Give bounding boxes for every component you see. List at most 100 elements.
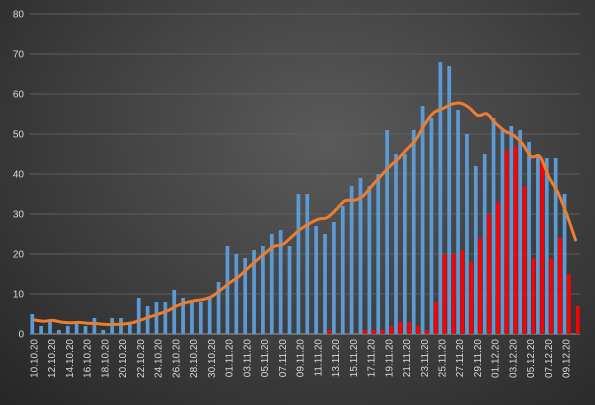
- x-tick-label: 17.11.20: [367, 339, 378, 378]
- x-tick-label: 05.12.20: [526, 339, 537, 378]
- blue-bar: [420, 106, 425, 334]
- blue-bar: [544, 158, 549, 334]
- red-bar: [433, 302, 438, 334]
- blue-bar: [57, 330, 61, 334]
- y-tick-label: 80: [13, 10, 25, 21]
- red-bar: [549, 258, 553, 334]
- blue-bar: [402, 154, 407, 334]
- blue-bar: [429, 118, 434, 334]
- blue-bar: [261, 246, 265, 334]
- blue-bar: [252, 250, 256, 334]
- x-tick-label: 29.11.20: [473, 339, 484, 378]
- blue-bar: [305, 194, 310, 334]
- blue-bar: [39, 326, 44, 334]
- x-tick-label: 03.12.20: [508, 339, 519, 378]
- x-tick-label: 01.11.20: [225, 339, 236, 378]
- blue-bar: [491, 118, 496, 334]
- blue-bar: [500, 130, 505, 334]
- x-tick-label: 15.11.20: [349, 339, 360, 378]
- blue-bar: [136, 298, 141, 334]
- red-bar: [522, 186, 527, 334]
- x-tick-label: 11.11.20: [313, 339, 324, 377]
- trend-line: [32, 101, 578, 326]
- x-tick-label: 12.10.20: [47, 339, 58, 378]
- x-tick-label: 19.11.20: [384, 339, 395, 378]
- y-tick-label: 70: [13, 50, 25, 61]
- x-tick-label: 01.12.20: [491, 339, 502, 378]
- blue-bar: [65, 326, 70, 334]
- blue-bar: [172, 290, 177, 334]
- x-tick-label: 09.11.20: [296, 339, 307, 378]
- blue-bar: [376, 174, 381, 334]
- blue-bar: [83, 326, 88, 334]
- blue-bar: [518, 130, 523, 334]
- blue-bar: [358, 178, 363, 334]
- red-bar: [496, 202, 500, 334]
- x-tick-label: 27.11.20: [455, 339, 466, 378]
- y-tick-label: 20: [13, 250, 25, 261]
- blue-bar: [323, 234, 327, 334]
- blue-bar: [562, 194, 567, 334]
- red-bar: [469, 262, 474, 334]
- blue-bar: [278, 230, 283, 334]
- x-tick-label: 03.11.20: [242, 339, 253, 378]
- x-tick-label: 30.10.20: [207, 339, 218, 378]
- blue-bar: [30, 314, 35, 334]
- x-tick-label: 20.10.20: [118, 339, 129, 378]
- red-bar: [380, 330, 385, 334]
- blue-bar: [314, 226, 319, 334]
- red-bar: [478, 238, 483, 334]
- blue-bar: [101, 330, 106, 334]
- red-bar: [504, 150, 509, 334]
- red-bar: [540, 158, 545, 334]
- blue-bar: [411, 130, 416, 334]
- blue-bar: [394, 154, 398, 334]
- y-tick-label: 30: [13, 210, 25, 221]
- blue-bar: [447, 66, 452, 334]
- y-tick-label: 0: [18, 330, 24, 341]
- blue-bar: [74, 322, 79, 334]
- blue-bar: [287, 246, 292, 334]
- x-tick-label: 10.10.20: [29, 339, 40, 378]
- trend-line-layer: [32, 101, 578, 326]
- y-tick-label: 60: [13, 90, 25, 101]
- red-bar: [416, 326, 420, 334]
- blue-bar: [207, 298, 212, 334]
- blue-bar: [163, 302, 168, 334]
- blue-bar: [92, 318, 97, 334]
- blue-bar: [48, 322, 52, 334]
- x-tick-label: 07.11.20: [278, 339, 289, 378]
- x-tick-label: 13.11.20: [331, 339, 342, 378]
- blue-bar: [473, 166, 478, 334]
- red-bar: [558, 238, 562, 334]
- blue-bar: [385, 130, 389, 334]
- blue-bar: [438, 62, 443, 334]
- red-bar: [442, 254, 447, 334]
- x-tick-label: 23.11.20: [420, 339, 431, 378]
- blue-bar: [243, 258, 248, 334]
- x-tick-label: 21.11.20: [402, 339, 413, 378]
- red-bar: [451, 254, 456, 334]
- x-tick-label: 16.10.20: [83, 339, 94, 378]
- blue-bar: [110, 318, 114, 334]
- red-bar: [407, 322, 412, 334]
- blue-bar: [536, 154, 540, 334]
- red-bar: [575, 306, 580, 334]
- x-tick-label: 22.10.20: [136, 339, 147, 378]
- blue-bar: [225, 246, 230, 334]
- red-bar: [327, 330, 332, 334]
- blue-bar: [553, 158, 558, 334]
- gridlines: [30, 13, 580, 335]
- blue-bar: [127, 322, 132, 334]
- x-tick-label: 18.10.20: [100, 339, 111, 378]
- blue-bar: [456, 110, 460, 334]
- x-axis: 10.10.20 12.10.20 14.10.20 16.10.20 18.10.20…: [29, 339, 572, 378]
- x-tick-label: 07.12.20: [544, 339, 555, 378]
- red-bar: [513, 146, 518, 334]
- blue-bar: [216, 282, 221, 334]
- blue-bar: [340, 206, 345, 334]
- blue-bar: [145, 306, 150, 334]
- red-bar: [398, 322, 403, 334]
- blue-bar: [190, 302, 194, 334]
